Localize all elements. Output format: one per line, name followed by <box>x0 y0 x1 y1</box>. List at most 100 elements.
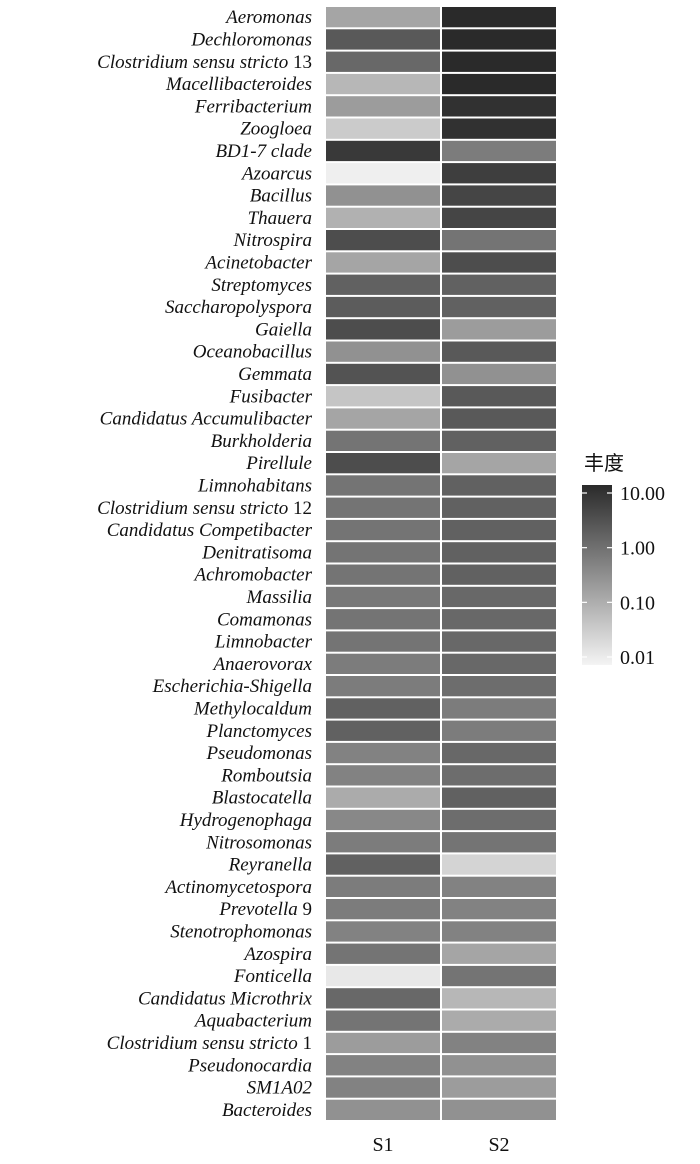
heatmap-cell-nitrospira-s1 <box>326 230 440 251</box>
heatmap-cell-methylocaldum-s2 <box>442 698 556 719</box>
heatmap-cell-bacteroides-s2 <box>442 1099 556 1120</box>
heatmap-cell-sm1a02-s2 <box>442 1077 556 1098</box>
heatmap-cell-blastocatella-s1 <box>326 787 440 808</box>
row-label-candidatus-competibacter: Candidatus Competibacter <box>107 520 313 541</box>
heatmap-cell-nitrosomonas-s1 <box>326 832 440 853</box>
heatmap-cell-candidatus-microthrix-s1 <box>326 988 440 1009</box>
heatmap-cell-bd1-7-clade-s1 <box>326 140 440 162</box>
heatmap-cell-streptomyces-s2 <box>442 274 556 295</box>
heatmap-cell-candidatus-competibacter-s2 <box>442 519 556 541</box>
row-label-ferribacterium: Ferribacterium <box>194 96 312 117</box>
heatmap-cell-gaiella-s1 <box>326 319 440 340</box>
heatmap-cell-gaiella-s2 <box>442 319 556 340</box>
row-label-actinomycetospora: Actinomycetospora <box>163 877 312 898</box>
row-label-aeromonas: Aeromonas <box>224 7 312 28</box>
heatmap-cell-massilia-s2 <box>442 586 556 608</box>
heatmap-cell-aquabacterium-s1 <box>326 1010 440 1031</box>
legend-title: 丰度 <box>584 451 624 475</box>
heatmap-cell-acinetobacter-s2 <box>442 252 556 273</box>
heatmap-cell-blastocatella-s2 <box>442 787 556 808</box>
heatmap-cell-comamonas-s2 <box>442 609 556 630</box>
row-label-thauera: Thauera <box>248 208 312 229</box>
row-label-hydrogenophaga: Hydrogenophaga <box>179 810 312 831</box>
heatmap-cell-actinomycetospora-s2 <box>442 876 556 897</box>
row-label-bd1-7-clade: BD1-7 clade <box>215 141 312 162</box>
row-label-macellibacteroides: Macellibacteroides <box>165 74 312 95</box>
heatmap-cell-limnobacter-s2 <box>442 631 556 652</box>
row-label-gemmata: Gemmata <box>238 364 312 385</box>
row-label-streptomyces: Streptomyces <box>211 275 312 296</box>
column-label-s1: S1 <box>372 1134 393 1156</box>
legend-tick-label: 0.10 <box>620 592 655 614</box>
row-label-comamonas: Comamonas <box>217 609 312 630</box>
heatmap-cell-clostridium-sensu-stricto-13-s1 <box>326 51 440 72</box>
heatmap-cell-planctomyces-s2 <box>442 720 556 741</box>
heatmap-cell-nitrospira-s2 <box>442 230 556 251</box>
row-label-pseudomonas: Pseudomonas <box>205 743 312 764</box>
heatmap-cell-bd1-7-clade-s2 <box>442 140 556 162</box>
heatmap-cell-azoarcus-s1 <box>326 163 440 184</box>
heatmap-cell-burkholderia-s1 <box>326 430 440 451</box>
row-label-gaiella: Gaiella <box>255 319 312 340</box>
heatmap-cell-saccharopolyspora-s1 <box>326 296 440 318</box>
heatmap-cell-thauera-s2 <box>442 207 556 228</box>
heatmap-cell-hydrogenophaga-s2 <box>442 809 556 831</box>
row-label-nitrospira: Nitrospira <box>233 230 313 251</box>
row-label-burkholderia: Burkholderia <box>211 431 312 452</box>
heatmap-cell-fusibacter-s2 <box>442 386 556 407</box>
heatmap-cell-anaerovorax-s1 <box>326 653 440 674</box>
heatmap-cell-saccharopolyspora-s2 <box>442 296 556 318</box>
column-label-s2: S2 <box>488 1134 509 1156</box>
heatmap-cell-fusibacter-s1 <box>326 386 440 407</box>
row-label-blastocatella: Blastocatella <box>212 788 312 809</box>
row-label-reyranella: Reyranella <box>228 855 312 876</box>
heatmap-cell-achromobacter-s1 <box>326 564 440 585</box>
heatmap-cell-pseudomonas-s1 <box>326 742 440 764</box>
legend-tick-label: 0.01 <box>620 647 655 669</box>
heatmap-cell-pirellule-s2 <box>442 453 556 474</box>
heatmap-cell-clostridium-sensu-stricto-12-s2 <box>442 497 556 518</box>
row-label-clostridium-sensu-stricto-1: Clostridium sensu stricto 1 <box>107 1033 312 1054</box>
row-label-dechloromonas: Dechloromonas <box>190 29 312 50</box>
heatmap-cell-zoogloea-s1 <box>326 118 440 139</box>
row-label-clostridium-sensu-stricto-12: Clostridium sensu stricto 12 <box>97 498 312 519</box>
heatmap-cell-candidatus-microthrix-s2 <box>442 988 556 1009</box>
row-label-pirellule: Pirellule <box>245 453 312 474</box>
heatmap-cell-hydrogenophaga-s1 <box>326 809 440 831</box>
row-label-azospira: Azospira <box>242 944 312 965</box>
heatmap-cell-ferribacterium-s1 <box>326 96 440 117</box>
row-label-anaerovorax: Anaerovorax <box>212 654 313 675</box>
heatmap-cell-bacillus-s2 <box>442 185 556 206</box>
row-label-zoogloea: Zoogloea <box>240 119 312 140</box>
row-label-methylocaldum: Methylocaldum <box>193 698 312 719</box>
heatmap-cell-clostridium-sensu-stricto-1-s2 <box>442 1032 556 1054</box>
heatmap-cell-bacillus-s1 <box>326 185 440 206</box>
row-label-bacillus: Bacillus <box>250 186 312 207</box>
heatmap-cell-oceanobacillus-s1 <box>326 341 440 362</box>
heatmap-cell-candidatus-accumulibacter-s1 <box>326 408 440 429</box>
row-label-limnobacter: Limnobacter <box>214 632 313 653</box>
row-label-oceanobacillus: Oceanobacillus <box>193 342 312 363</box>
legend-tick-label: 10.00 <box>620 483 665 505</box>
heatmap-cell-pseudomonas-s2 <box>442 742 556 764</box>
row-label-candidatus-microthrix: Candidatus Microthrix <box>138 988 313 1009</box>
heatmap-cell-escherichia-shigella-s2 <box>442 676 556 697</box>
row-label-escherichia-shigella: Escherichia-Shigella <box>152 676 312 697</box>
row-label-achromobacter: Achromobacter <box>193 565 313 586</box>
heatmap-cell-clostridium-sensu-stricto-1-s1 <box>326 1032 440 1054</box>
heatmap-cell-oceanobacillus-s2 <box>442 341 556 362</box>
row-label-clostridium-sensu-stricto-13: Clostridium sensu stricto 13 <box>97 52 312 73</box>
row-label-prevotella-9: Prevotella 9 <box>218 899 312 920</box>
legend-tick-label: 1.00 <box>620 538 655 560</box>
row-label-limnohabitans: Limnohabitans <box>197 475 312 496</box>
heatmap-cell-aeromonas-s1 <box>326 7 440 28</box>
heatmap-cell-aeromonas-s2 <box>442 7 556 28</box>
heatmap-cell-prevotella-9-s1 <box>326 899 440 920</box>
heatmap-cell-pseudonocardia-s1 <box>326 1055 440 1076</box>
heatmap-cell-pseudonocardia-s2 <box>442 1055 556 1076</box>
heatmap-cell-candidatus-accumulibacter-s2 <box>442 408 556 429</box>
row-label-saccharopolyspora: Saccharopolyspora <box>165 297 312 318</box>
row-label-massilia: Massilia <box>246 587 312 608</box>
heatmap-cell-stenotrophomonas-s2 <box>442 921 556 942</box>
